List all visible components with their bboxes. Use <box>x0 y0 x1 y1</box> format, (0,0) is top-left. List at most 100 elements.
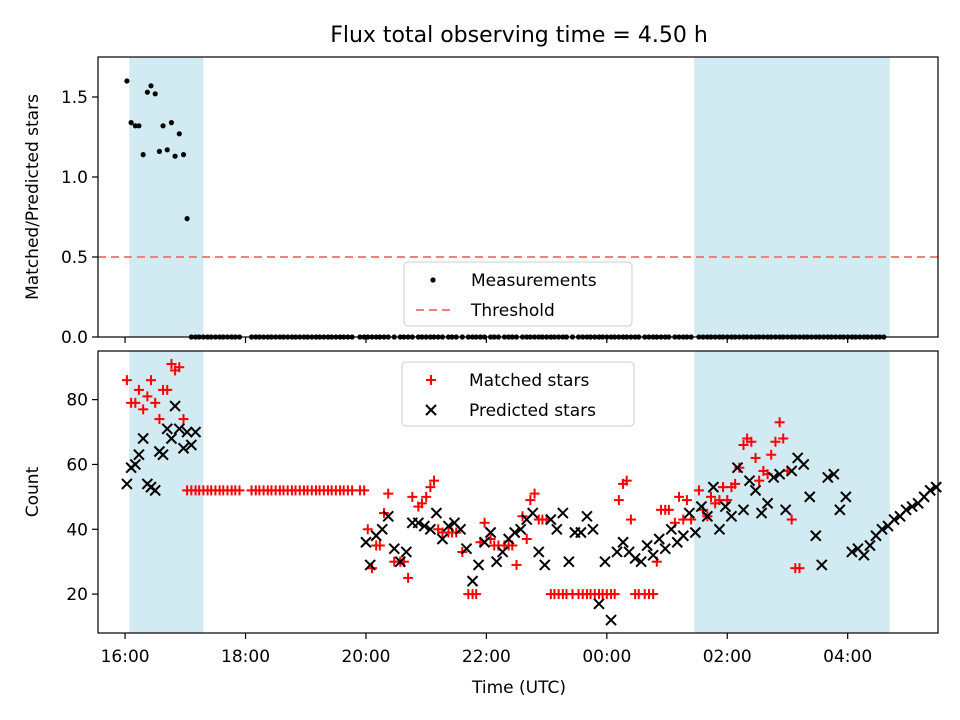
matched-stars-point <box>154 414 165 425</box>
matched-stars-point <box>362 524 373 535</box>
matched-stars-point <box>693 485 704 496</box>
ratio-y-axis-label: Matched/Predicted stars <box>23 94 43 300</box>
predicted-stars-point <box>490 555 503 568</box>
predicted-stars-point <box>472 559 485 571</box>
predicted-stars-point <box>731 461 744 474</box>
predicted-stars-point <box>430 507 443 519</box>
ratio-shaded-interval <box>129 57 204 337</box>
predicted-stars-point <box>798 458 810 471</box>
predicted-stars-point <box>888 513 900 526</box>
ratio-shaded-interval <box>694 57 890 337</box>
predicted-stars-point <box>424 523 437 535</box>
ratio-y-tick-label: 0.0 <box>61 328 88 348</box>
x-tick-label: 00:00 <box>582 647 631 667</box>
measurements-legend-label: Measurements <box>471 271 597 291</box>
predicted-stars-point <box>418 520 431 532</box>
ratio-y-tick-label: 1.5 <box>61 88 88 108</box>
matched-stars-point <box>429 475 439 486</box>
matched-stars-point <box>145 375 156 386</box>
matched-stars-point <box>142 391 153 402</box>
matched-stars-point <box>162 384 173 395</box>
measurements-point <box>152 91 158 97</box>
predicted-stars-point <box>360 536 372 548</box>
count-axes-frame <box>97 350 939 634</box>
predicted-stars-point <box>496 546 509 558</box>
predicted-stars-point <box>484 526 497 539</box>
matched-stars-point <box>150 397 161 408</box>
matched-stars-point <box>770 436 781 447</box>
count-legend: Matched stars Predicted stars <box>401 361 635 427</box>
predicted-stars-point <box>707 481 720 493</box>
matched-stars-point <box>613 495 624 506</box>
matched-stars-point <box>754 475 765 486</box>
matched-stars-point <box>521 534 532 544</box>
predicted-stars-point <box>822 471 834 484</box>
predicted-stars-point <box>388 543 400 555</box>
matched-stars-point <box>416 498 427 509</box>
matched-stars-point <box>403 572 414 583</box>
predicted-stars-point <box>593 598 605 610</box>
predicted-stars-point <box>695 500 708 513</box>
x-tick-label: 04:00 <box>823 647 872 667</box>
predicted-stars-point <box>121 478 133 490</box>
predicted-stars-point <box>846 546 858 558</box>
matched-stars-point <box>133 384 144 395</box>
x-tick-label: 16:00 <box>101 647 150 667</box>
matched-stars-point <box>121 375 132 386</box>
matched-stars-point <box>525 495 536 506</box>
predicted-stars-point <box>725 510 738 523</box>
predicted-stars-point <box>864 539 876 552</box>
predicted-stars-point <box>436 533 449 545</box>
measurements-point <box>164 147 170 153</box>
predicted-stars-point <box>767 471 780 484</box>
measurements-point <box>160 123 166 129</box>
predicted-stars-point <box>394 555 406 568</box>
predicted-stars-point <box>165 432 178 445</box>
matched-stars-point <box>479 517 490 528</box>
predicted-stars-point <box>785 465 798 477</box>
predicted-stars-point <box>442 520 455 532</box>
predicted-stars-point <box>773 468 786 480</box>
predicted-stars-point <box>743 474 756 487</box>
predicted-stars-point <box>900 504 912 516</box>
matched-stars-point <box>421 491 432 502</box>
matched-stars-point <box>130 397 141 408</box>
predicted-stars-point <box>161 423 173 435</box>
predicted-stars-legend-marker <box>425 404 437 416</box>
predicted-stars-point <box>924 484 936 497</box>
predicted-stars-point <box>181 426 193 438</box>
predicted-stars-point <box>719 500 732 513</box>
predicted-stars-point <box>677 530 689 542</box>
predicted-stars-point <box>804 491 816 503</box>
predicted-stars-legend-label: Predicted stars <box>469 401 596 421</box>
predicted-stars-point <box>460 543 473 555</box>
predicted-stars-point <box>617 536 629 548</box>
count-y-tick-label: 20 <box>66 585 88 605</box>
measurements-point <box>168 120 175 126</box>
ratio-panel: 0.0 0.5 1.0 1.5 Matched/Predicted stars Mea… <box>23 56 939 348</box>
matched-stars-point <box>663 504 674 515</box>
measurements-legend-marker <box>430 277 436 283</box>
predicted-stars-point <box>527 507 539 519</box>
count-shaded-interval <box>694 351 890 633</box>
matched-stars-point <box>425 482 436 493</box>
measurements-point <box>180 152 187 158</box>
predicted-stars-point <box>665 523 677 535</box>
matched-stars-point <box>786 514 797 525</box>
matched-stars-point <box>730 478 741 489</box>
predicted-stars-point <box>906 500 918 513</box>
predicted-stars-point <box>840 491 852 503</box>
matched-stars-point <box>359 485 370 496</box>
measurements-point <box>140 152 146 158</box>
predicted-stars-point <box>647 549 659 561</box>
predicted-stars-point <box>478 536 491 548</box>
matched-stars-point <box>166 358 177 369</box>
predicted-stars-point <box>185 439 198 451</box>
ratio-legend-box <box>403 261 633 327</box>
predicted-stars-point <box>539 559 551 571</box>
matched-stars-point <box>174 362 185 373</box>
predicted-stars-point <box>659 543 671 555</box>
predicted-stars-point <box>169 400 181 412</box>
predicted-stars-point <box>834 504 846 516</box>
